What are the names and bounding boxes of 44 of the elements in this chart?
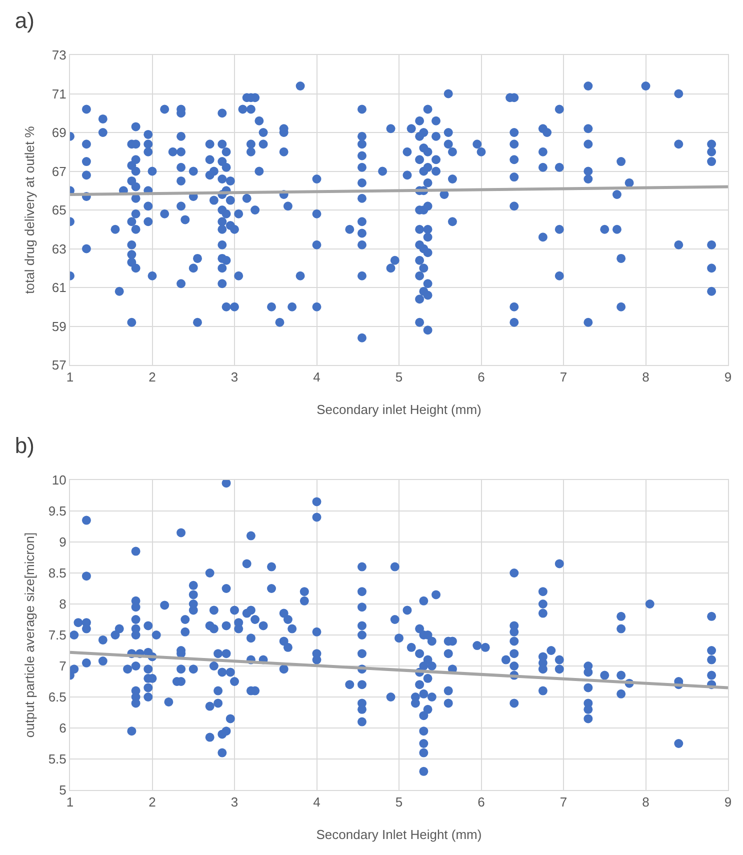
y-axis-title: total drug delivery at outlet % <box>22 126 37 294</box>
y-axis-title: output particle average size[micron] <box>22 532 37 738</box>
x-tick-label: 3 <box>230 794 238 810</box>
x-tick-label: 4 <box>313 794 320 810</box>
x-axis-title: Secondary Inlet Height (mm) <box>316 827 482 842</box>
y-tick-label: 63 <box>52 241 66 256</box>
x-tick-label: 6 <box>478 794 485 810</box>
x-tick-label: 1 <box>66 370 74 385</box>
x-tick-label: 5 <box>395 794 403 810</box>
x-tick-label: 7 <box>560 370 568 385</box>
y-tick-label: 57 <box>52 358 66 373</box>
y-tick-label: 9.5 <box>48 504 66 519</box>
y-tick-label: 10 <box>52 472 66 488</box>
x-tick-label: 4 <box>313 370 320 385</box>
x-axis-title: Secondary inlet Height (mm) <box>316 402 482 417</box>
y-tick-label: 6.5 <box>48 690 66 705</box>
y-tick-label: 67 <box>52 164 66 179</box>
x-tick-label: 3 <box>230 370 238 385</box>
y-tick-label: 9 <box>59 534 66 550</box>
y-tick-label: 71 <box>52 86 66 102</box>
y-tick-label: 61 <box>52 280 66 296</box>
y-tick-label: 5.5 <box>48 752 66 767</box>
y-tick-label: 65 <box>52 202 66 218</box>
chart-title: a) <box>14 8 34 34</box>
x-tick-label: 2 <box>148 370 156 385</box>
y-tick-label: 7.5 <box>48 628 66 643</box>
y-tick-label: 7 <box>59 658 66 674</box>
x-tick-label: 8 <box>642 794 650 810</box>
x-tick-label: 6 <box>478 370 485 385</box>
x-tick-label: 9 <box>724 794 732 810</box>
y-tick-label: 8 <box>59 596 66 612</box>
x-tick-label: 9 <box>724 370 732 385</box>
y-tick-label: 6 <box>59 720 66 736</box>
x-tick-label: 5 <box>395 370 403 385</box>
y-tick-label: 8.5 <box>48 566 66 581</box>
y-tick-label: 69 <box>52 125 66 140</box>
x-tick-label: 8 <box>642 370 650 385</box>
x-tick-label: 7 <box>560 794 568 810</box>
x-tick-label: 2 <box>148 794 156 810</box>
y-tick-label: 5 <box>59 782 66 798</box>
x-tick-label: 1 <box>66 794 74 810</box>
y-tick-label: 73 <box>52 48 66 63</box>
y-tick-label: 59 <box>52 318 66 334</box>
chart-title: b) <box>14 433 34 458</box>
